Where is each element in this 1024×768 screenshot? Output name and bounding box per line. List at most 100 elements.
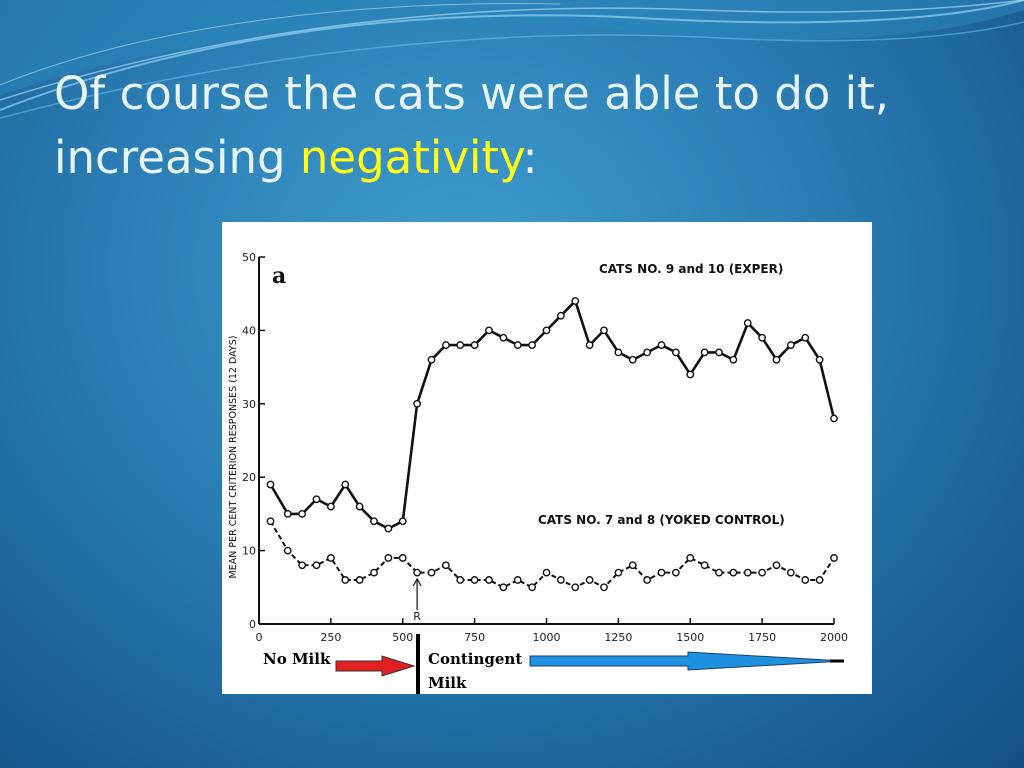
data-point (786, 568, 795, 577)
x-tick-label: 1750 (748, 631, 776, 644)
decorative-waves (0, 0, 1024, 119)
data-point (398, 517, 407, 526)
data-point (542, 326, 551, 335)
data-point (298, 509, 307, 518)
data-point (643, 576, 652, 584)
data-point (283, 509, 292, 518)
data-point (427, 355, 436, 364)
x-tick-label: 500 (392, 631, 413, 644)
data-point (743, 568, 752, 577)
data-point (355, 502, 364, 511)
x-tick-label: 250 (320, 631, 341, 644)
title-colon: : (522, 131, 538, 184)
data-point (729, 568, 738, 577)
series-group (266, 297, 838, 592)
no-milk-label: No Milk (263, 650, 331, 668)
data-point (485, 576, 493, 584)
slide-title: Of course the cats were able to do it, i… (54, 62, 994, 190)
data-point (628, 355, 637, 364)
data-point (830, 554, 838, 562)
data-point (266, 480, 275, 489)
data-point (470, 341, 479, 349)
blue-arrow-shape (529, 651, 845, 671)
series-line-1 (269, 520, 835, 589)
data-point (600, 326, 608, 335)
x-tick-label: 750 (464, 631, 485, 644)
data-point (786, 341, 795, 349)
data-point (657, 568, 666, 577)
data-point (413, 399, 422, 408)
data-point (370, 517, 378, 526)
data-point (528, 341, 537, 349)
data-point (772, 355, 781, 364)
data-point (729, 355, 738, 364)
data-point (758, 568, 767, 577)
data-point (341, 576, 350, 584)
data-point (513, 576, 522, 584)
y-tick-label: 30 (242, 398, 256, 411)
data-point (427, 568, 436, 577)
r-marker: R (412, 577, 422, 623)
data-point (758, 333, 767, 342)
milk-label: Milk (428, 674, 467, 692)
data-point (686, 554, 695, 562)
data-point (298, 561, 307, 570)
r-marker-arrowhead (412, 577, 422, 587)
x-tick-label: 1000 (533, 631, 561, 644)
data-point (556, 576, 565, 584)
red-arrow-shape (335, 655, 416, 677)
data-point (441, 341, 450, 349)
data-point (715, 568, 723, 577)
x-ticks: 0 250 500 750 1000 1250 1500 1750 2000 (256, 618, 848, 644)
data-point (743, 319, 752, 327)
x-tick-label: 2000 (820, 631, 848, 644)
data-point (585, 576, 594, 584)
panel-label: a (272, 263, 286, 289)
data-point (671, 568, 680, 577)
data-point (556, 311, 565, 320)
data-point (283, 546, 292, 555)
data-point (456, 576, 465, 584)
data-point (614, 348, 623, 357)
data-point (326, 554, 335, 562)
y-tick-label: 50 (242, 251, 256, 264)
data-point (370, 568, 378, 577)
y-tick-label: 0 (249, 618, 256, 631)
data-point (470, 576, 479, 584)
data-point (528, 583, 537, 592)
red-arrow (335, 655, 416, 677)
title-highlight: negativity (299, 131, 523, 184)
data-point (801, 333, 810, 342)
data-point (715, 348, 723, 357)
data-point (384, 524, 393, 533)
data-point (513, 341, 522, 349)
data-point (643, 348, 652, 357)
data-point (266, 517, 275, 526)
line-chart: 0 10 20 30 40 50 0 250 500 750 1000 1250 1500 1750 20… (228, 251, 848, 694)
contingent-label: Contingent (428, 650, 522, 668)
r-marker-label: R (413, 610, 421, 623)
data-point (312, 495, 321, 504)
data-point (542, 568, 551, 577)
data-point (413, 568, 422, 577)
x-tick-label: 1500 (676, 631, 704, 644)
data-point (326, 502, 335, 511)
blue-arrow (529, 651, 845, 671)
chart-figure: 0 10 20 30 40 50 0 250 500 750 1000 1250 1500 1750 20… (222, 222, 872, 694)
x-tick-label: 0 (256, 631, 263, 644)
data-point (815, 355, 824, 364)
x-tick-label: 1250 (604, 631, 632, 644)
data-point (585, 341, 594, 349)
data-point (398, 554, 407, 562)
data-point (830, 414, 838, 423)
data-point (801, 576, 810, 584)
data-point (571, 297, 580, 305)
data-point (341, 480, 350, 489)
data-point (772, 561, 781, 570)
series-line-0 (269, 298, 836, 531)
data-point (657, 341, 666, 349)
series-label-exper: CATS NO. 9 and 10 (EXPER) (599, 262, 783, 276)
data-point (499, 583, 508, 592)
y-tick-label: 10 (242, 545, 256, 558)
y-axis-label: MEAN PER CENT CRITERION RESPONSES (12 DA… (228, 336, 239, 579)
